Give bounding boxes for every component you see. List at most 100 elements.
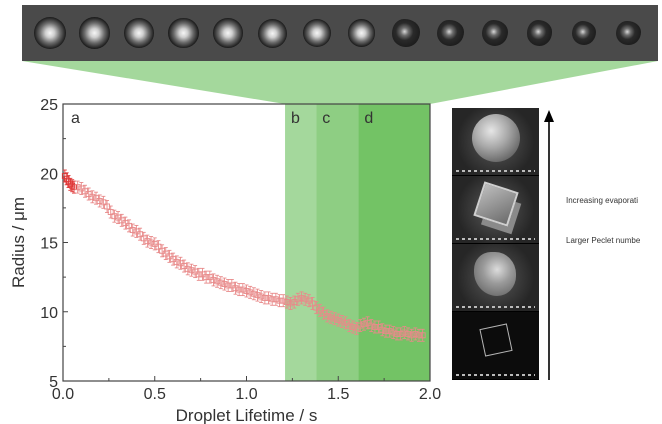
increasing-evaporation-text: Increasing evaporati xyxy=(566,196,639,205)
droplet-image xyxy=(78,17,111,49)
scale-bar xyxy=(456,170,535,172)
filmstrip-frame xyxy=(295,5,339,61)
sem-cube-cluster xyxy=(452,176,539,244)
crystal-image xyxy=(526,20,553,46)
data-point xyxy=(188,263,195,277)
data-point xyxy=(129,223,136,237)
data-point xyxy=(206,270,213,284)
x-tick-label: 2.0 xyxy=(419,386,441,403)
filmstrip-frame xyxy=(518,5,562,61)
y-axis-label: Radius / μm xyxy=(9,197,28,288)
data-point xyxy=(210,273,217,287)
region-labels: a b c d xyxy=(71,110,373,127)
region-label-a: a xyxy=(71,110,80,127)
filmstrip-frame xyxy=(562,5,606,61)
data-point xyxy=(357,319,364,333)
filmstrip-frame xyxy=(73,5,117,61)
raspberry-particle-shape xyxy=(472,114,520,162)
y-tick-label: 15 xyxy=(40,236,58,253)
sem-single-cube xyxy=(452,312,539,380)
filmstrip-frame xyxy=(384,5,428,61)
filmstrip-frame xyxy=(429,5,473,61)
sem-image-column xyxy=(452,108,539,380)
droplet-image xyxy=(213,18,243,48)
data-point xyxy=(184,262,191,276)
region-label-b: b xyxy=(291,110,300,127)
data-point xyxy=(228,278,235,292)
data-point xyxy=(383,324,389,338)
region-label-c: c xyxy=(322,110,330,127)
data-point xyxy=(203,270,210,284)
droplet-image xyxy=(258,18,287,48)
data-point xyxy=(327,310,334,324)
data-point xyxy=(254,288,261,302)
data-point xyxy=(71,180,77,194)
data-point xyxy=(269,292,276,306)
data-point xyxy=(353,321,360,335)
data-point xyxy=(368,319,375,333)
filmstrip-frame xyxy=(28,5,72,61)
data-point xyxy=(232,281,239,295)
y-tick-label: 10 xyxy=(40,305,58,322)
crystal-image xyxy=(482,20,508,46)
data-point xyxy=(239,283,246,297)
data-marks xyxy=(61,169,426,342)
data-point xyxy=(419,328,426,342)
data-point xyxy=(346,319,353,333)
data-point xyxy=(170,252,177,266)
data-point xyxy=(107,205,114,219)
y-tick-label: 5 xyxy=(49,374,58,391)
data-point xyxy=(283,295,290,309)
filmstrip-frame xyxy=(607,5,651,61)
data-point xyxy=(173,255,180,269)
data-point xyxy=(302,292,309,306)
data-point xyxy=(287,296,294,310)
data-point xyxy=(243,284,250,298)
filmstrip-frame xyxy=(117,5,161,61)
data-point xyxy=(236,283,243,297)
data-point xyxy=(360,317,367,331)
data-point xyxy=(309,296,316,310)
data-point xyxy=(258,290,265,303)
droplet-image xyxy=(302,18,332,48)
data-point xyxy=(261,291,268,305)
data-point xyxy=(96,194,103,208)
data-point xyxy=(93,191,99,205)
data-point xyxy=(397,327,404,341)
data-point xyxy=(394,327,400,341)
region-c-band xyxy=(316,104,359,381)
x-tick-label: 1.0 xyxy=(235,386,257,403)
data-point xyxy=(104,200,110,213)
data-point xyxy=(405,327,411,341)
data-point xyxy=(195,267,202,281)
axis-ticks: 0.0 0.5 1.0 1.5 2.0 5 10 15 20 25 xyxy=(40,97,441,403)
droplet-image xyxy=(168,17,199,49)
filmstrip-frame xyxy=(251,5,295,61)
data-point xyxy=(338,314,345,328)
scale-bar xyxy=(456,238,535,240)
data-point xyxy=(280,294,287,308)
droplet-image xyxy=(123,17,155,49)
funnel-connector xyxy=(22,61,658,104)
data-point xyxy=(144,234,151,248)
y-tick-label: 20 xyxy=(40,166,58,183)
sem-raspberry-particle xyxy=(452,108,539,176)
data-point xyxy=(85,187,92,201)
data-point xyxy=(349,320,356,334)
data-point xyxy=(250,287,257,301)
filmstrip-frame xyxy=(340,5,384,61)
data-point xyxy=(379,323,386,337)
data-point xyxy=(408,328,415,342)
data-point xyxy=(181,259,188,273)
data-point xyxy=(294,292,301,306)
data-point xyxy=(225,278,232,292)
data-point xyxy=(111,209,118,223)
data-point xyxy=(386,324,393,338)
y-tick-label: 25 xyxy=(40,97,58,114)
data-point xyxy=(298,291,305,305)
crystal-image xyxy=(571,20,597,46)
data-point xyxy=(324,309,331,323)
filmstrip-frame xyxy=(473,5,517,61)
x-tick-label: 0.5 xyxy=(144,386,166,403)
